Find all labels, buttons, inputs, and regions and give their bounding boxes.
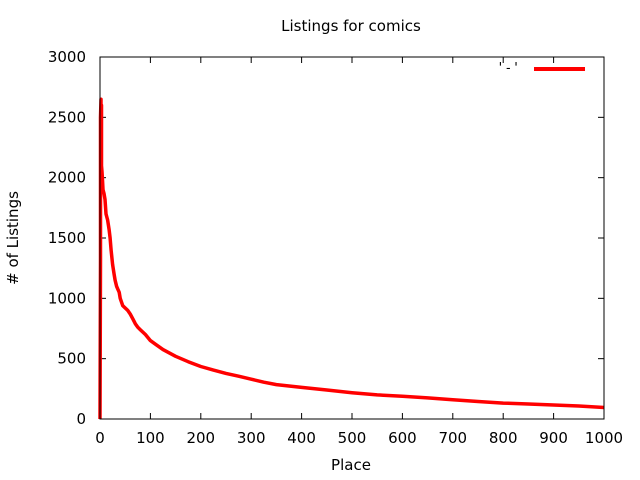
chart-title: Listings for comics xyxy=(281,17,421,35)
y-tick-label: 3000 xyxy=(48,48,86,66)
x-tick-label: 600 xyxy=(388,429,417,447)
legend: '-' xyxy=(497,61,585,76)
y-tick-label: 1500 xyxy=(48,229,86,247)
x-tick-label: 100 xyxy=(136,429,165,447)
y-tick-label: 0 xyxy=(76,410,86,428)
plot-frame xyxy=(99,56,605,420)
x-tick-label: 0 xyxy=(95,429,105,447)
x-tick-label: 1000 xyxy=(585,429,623,447)
y-tick-label: 2000 xyxy=(48,169,86,187)
x-tick-label: 300 xyxy=(237,429,266,447)
series-layer xyxy=(98,97,605,420)
x-tick-label: 400 xyxy=(287,429,316,447)
x-tick-label: 800 xyxy=(489,429,518,447)
y-tick-label: 2500 xyxy=(48,108,86,126)
legend-label: '-' xyxy=(497,61,520,76)
ticks-layer: 0 100 200 300 400 500 600 700 800 900 1000 0 500 1000… xyxy=(48,48,623,447)
x-tick-label: 500 xyxy=(338,429,367,447)
series-line-1 xyxy=(98,97,605,420)
x-tick-label: 900 xyxy=(539,429,568,447)
y-axis-title: # of Listings xyxy=(4,191,22,285)
y-tick-label: 1000 xyxy=(48,289,86,307)
x-tick-label: 700 xyxy=(438,429,467,447)
x-tick-label: 200 xyxy=(186,429,215,447)
x-axis-title: Place xyxy=(331,456,371,474)
y-tick-label: 500 xyxy=(57,350,86,368)
